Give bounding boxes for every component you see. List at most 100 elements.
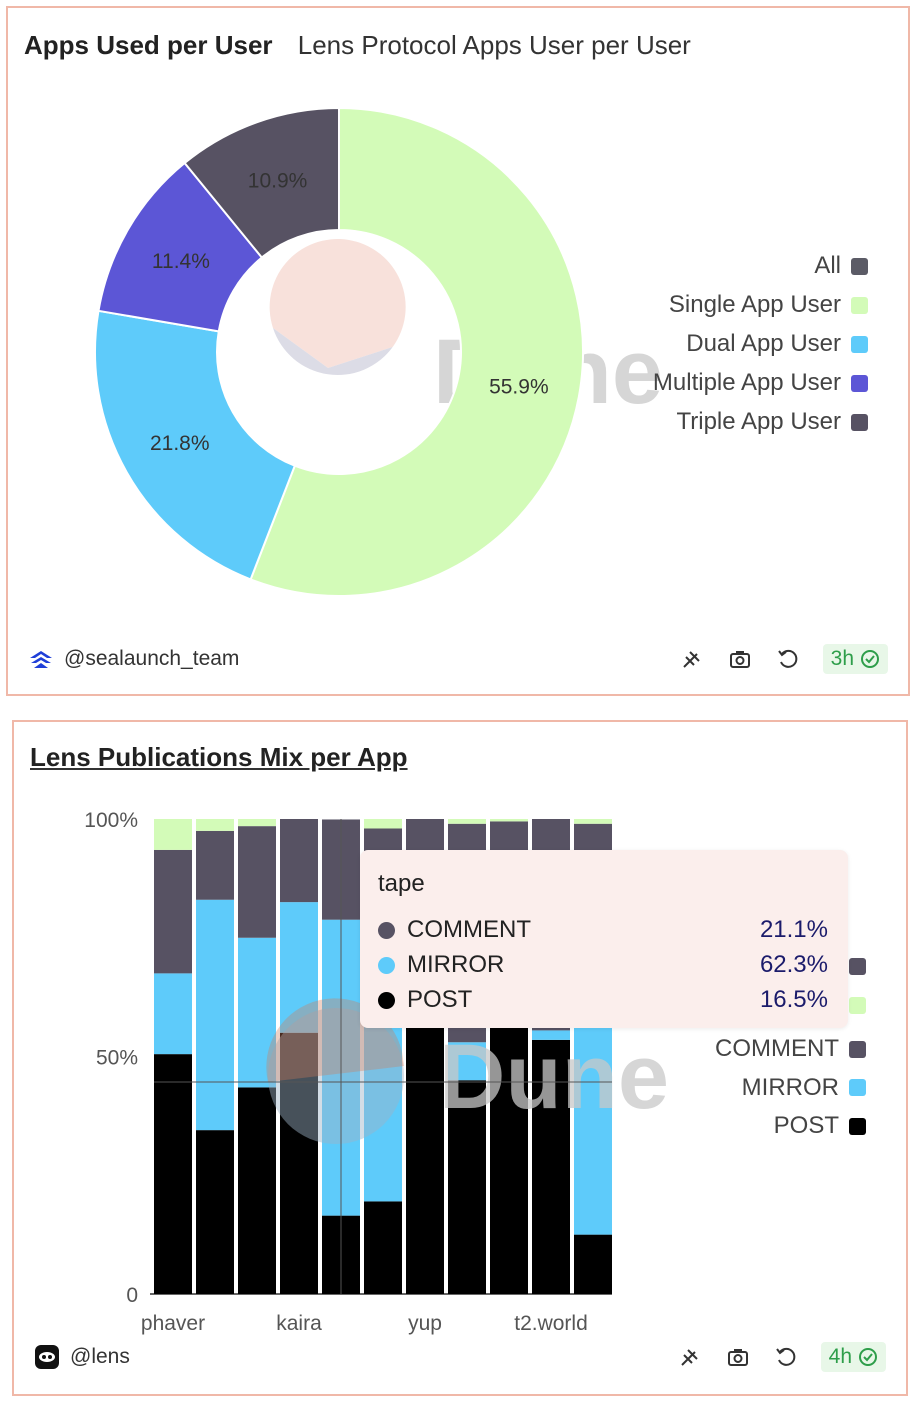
legend-item[interactable]: MIRROR [742,1074,866,1102]
author-name[interactable]: @sealaunch_team [64,647,240,670]
bar-chart-panel: Lens Publications Mix per App 0 50% 100% p… [12,720,908,1396]
chart-subtitle: Lens Protocol Apps User per User [297,30,691,60]
verified-check-icon [859,1348,877,1366]
bar-segment[interactable] [238,826,276,938]
freshness-text: 4h [828,1345,852,1368]
legend-item[interactable]: COMMENT [715,1035,866,1063]
freshness-badge[interactable]: 3h [822,644,888,674]
legend-item[interactable]: Multiple App User [653,369,868,397]
legend-item[interactable] [839,958,866,975]
tooltip-dot [378,956,395,974]
tooltip-label: POST [407,986,473,1013]
tooltip-dot [378,991,395,1009]
embed-icon[interactable] [677,1344,703,1370]
embed-icon[interactable] [679,646,705,672]
legend-swatch [851,374,868,392]
legend-item[interactable]: Dual App User [686,330,868,358]
legend-label: POST [773,1112,839,1139]
legend-swatch [851,413,868,431]
legend-swatch [851,296,868,314]
tooltip-row: COMMENT 21.1% [378,916,828,944]
panel-title: Apps Used per User Lens Protocol Apps Us… [24,30,691,61]
y-tick-label: 100% [84,809,138,832]
tooltip-row: POST 16.5% [378,986,828,1014]
bar-segment[interactable] [238,819,276,827]
slice-label: 11.4% [152,250,210,273]
pie-slice[interactable] [183,106,340,259]
bar-segment[interactable] [154,1054,192,1294]
chart-title[interactable]: Apps Used per User [24,30,273,60]
bar-segment[interactable] [448,819,486,824]
x-tick-label: kaira [276,1312,322,1335]
bar-segment[interactable] [196,819,234,831]
camera-icon[interactable] [727,646,753,672]
legend-label: COMMENT [715,1035,839,1062]
bar-segment[interactable] [280,819,318,903]
legend-label: All [814,252,841,279]
legend-label: Triple App User [676,408,841,435]
bar-segment[interactable] [196,830,234,900]
pie-chart: Dune 55.9%21.8%11.4%10.9% [94,106,663,597]
bar-segment[interactable] [490,1018,528,1295]
author-info[interactable]: @sealaunch_team [28,646,239,672]
bar-segment[interactable] [154,819,192,850]
bar-segment[interactable] [196,1130,234,1294]
legend-label: MIRROR [741,1073,839,1101]
author-name[interactable]: @lens [70,1345,130,1368]
bar-segment[interactable] [280,902,318,1033]
tooltip-row: MIRROR 62.3% [378,951,828,979]
legend-swatch [851,335,868,353]
tooltip-title: tape [378,870,425,897]
bar-segment[interactable] [238,1087,276,1294]
bar-segment[interactable] [574,1234,612,1294]
watermark-logo-circle [268,1008,404,1144]
legend-item[interactable]: Triple App User [676,408,868,436]
slice-label: 55.9% [489,376,549,399]
legend-label: Multiple App User [652,369,841,396]
x-tick-label: yup [408,1312,442,1335]
bar-segment[interactable] [448,1080,486,1294]
bar-legend: COMMENT MIRROR POST [566,958,866,1158]
legend-swatch [849,958,866,975]
bar-segment[interactable] [532,1030,570,1040]
sealaunch-logo-icon [30,651,52,668]
legend-swatch [849,1040,866,1058]
pie-slice[interactable] [94,309,297,581]
verified-check-icon [861,650,879,668]
bar-segment[interactable] [490,819,528,822]
bar-segment[interactable] [154,849,192,974]
bar-segment[interactable] [154,973,192,1055]
bar-segment[interactable] [238,937,276,1088]
chart-title[interactable]: Lens Publications Mix per App [30,742,408,772]
pie-slice[interactable] [249,106,584,597]
legend-item[interactable] [839,996,866,1014]
refresh-icon[interactable] [773,1344,799,1370]
legend-item[interactable]: POST [774,1112,866,1140]
bar-segment[interactable] [364,819,402,829]
y-tick-label: 50% [96,1047,138,1070]
freshness-badge[interactable]: 4h [820,1342,886,1372]
tooltip-dot [378,921,395,939]
bar-segment[interactable] [406,1018,444,1295]
watermark: Dune [439,1026,669,1128]
author-info[interactable]: @lens [34,1344,130,1370]
freshness-text: 3h [830,647,854,670]
legend-label: Dual App User [686,330,841,357]
legend-item[interactable]: Single App User [669,291,868,319]
legend-swatch [849,996,866,1014]
camera-icon[interactable] [725,1344,751,1370]
inner-pie-slice [269,239,406,368]
panel-title: Lens Publications Mix per App [30,742,408,773]
bar-segment[interactable] [364,1201,402,1294]
tooltip-value: 21.1% [759,916,828,943]
refresh-icon[interactable] [775,646,801,672]
legend-item[interactable]: All [814,252,868,280]
bar-segment[interactable] [574,819,612,824]
tooltip-value: 16.5% [759,986,828,1013]
panel-actions: 3h [679,644,888,674]
tooltip-label: COMMENT [407,916,531,943]
bar-segment[interactable] [196,899,234,1131]
bar-segment[interactable] [448,1042,486,1081]
x-tick-label: phaver [141,1312,205,1335]
bar-segment[interactable] [280,1032,318,1294]
